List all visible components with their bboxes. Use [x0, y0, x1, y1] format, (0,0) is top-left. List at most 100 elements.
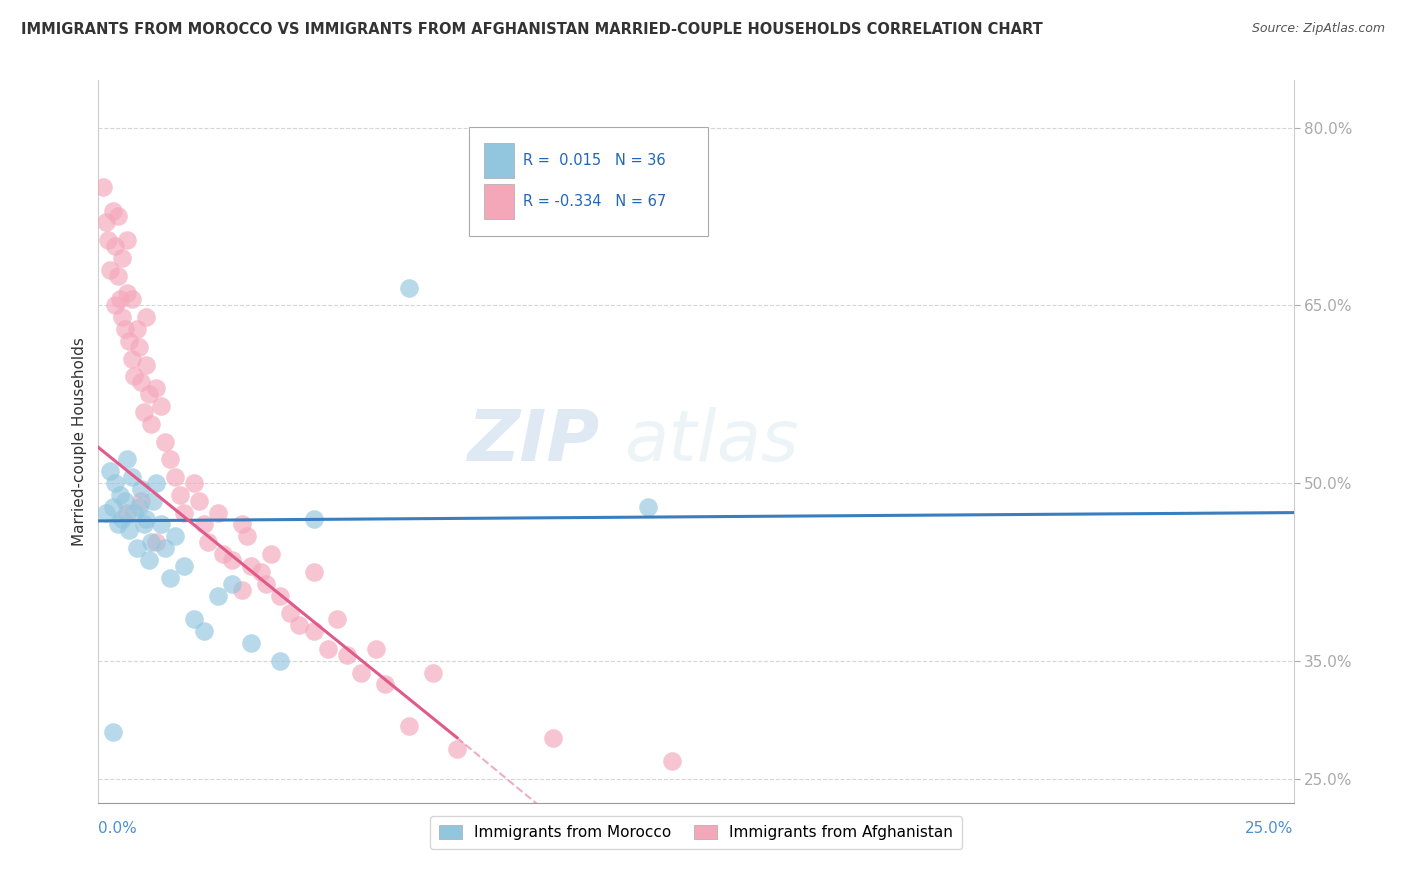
Point: [254, 576, 277, 591]
Y-axis label: Married-couple Households: Married-couple Households: [72, 337, 87, 546]
Point: [118, 334, 141, 348]
Text: 25.0%: 25.0%: [1246, 821, 1294, 836]
Point: [91, 180, 114, 194]
Text: 0.0%: 0.0%: [98, 821, 138, 836]
FancyBboxPatch shape: [470, 128, 709, 235]
Point: [128, 500, 150, 514]
Point: [121, 351, 143, 366]
Point: [269, 654, 291, 668]
Point: [135, 358, 157, 372]
Point: [173, 558, 195, 573]
Point: [118, 524, 141, 538]
Point: [131, 482, 153, 496]
Point: [108, 488, 131, 502]
Point: [128, 340, 150, 354]
Point: [259, 547, 281, 561]
Point: [138, 387, 160, 401]
Point: [101, 724, 124, 739]
Point: [302, 624, 325, 638]
Point: [637, 500, 659, 514]
Point: [121, 293, 143, 307]
Point: [131, 376, 153, 390]
Point: [135, 310, 157, 325]
Point: [288, 618, 311, 632]
Point: [101, 500, 124, 514]
Point: [114, 493, 136, 508]
Point: [107, 268, 129, 283]
Point: [374, 677, 396, 691]
Point: [221, 553, 243, 567]
Point: [541, 731, 564, 745]
Point: [159, 571, 181, 585]
Point: [124, 506, 146, 520]
Point: [269, 589, 291, 603]
Point: [278, 607, 301, 621]
Point: [101, 203, 124, 218]
Point: [163, 470, 186, 484]
Point: [97, 233, 120, 247]
Point: [98, 262, 122, 277]
Point: [446, 742, 468, 756]
Point: [326, 612, 349, 626]
Point: [183, 475, 205, 490]
Point: [94, 215, 117, 229]
Point: [149, 517, 172, 532]
Point: [364, 641, 387, 656]
Point: [104, 239, 127, 253]
Point: [169, 488, 191, 502]
Point: [240, 558, 263, 573]
Point: [187, 493, 209, 508]
Point: [121, 470, 143, 484]
FancyBboxPatch shape: [485, 185, 515, 219]
Point: [155, 434, 177, 449]
Point: [104, 475, 127, 490]
Point: [163, 529, 186, 543]
Point: [336, 648, 359, 662]
Point: [131, 493, 153, 508]
Point: [350, 665, 373, 680]
Point: [104, 298, 127, 312]
Point: [111, 310, 134, 325]
Point: [193, 624, 215, 638]
Text: Source: ZipAtlas.com: Source: ZipAtlas.com: [1251, 22, 1385, 36]
Point: [422, 665, 444, 680]
Point: [149, 399, 172, 413]
Point: [240, 636, 263, 650]
Point: [302, 511, 325, 525]
Point: [661, 755, 683, 769]
Point: [159, 452, 181, 467]
Point: [115, 233, 138, 247]
Point: [145, 381, 167, 395]
Point: [316, 641, 339, 656]
Point: [207, 506, 229, 520]
Point: [221, 576, 243, 591]
Point: [207, 589, 229, 603]
Point: [211, 547, 233, 561]
Text: R =  0.015   N = 36: R = 0.015 N = 36: [523, 153, 665, 168]
Point: [231, 582, 253, 597]
Point: [115, 286, 138, 301]
Point: [139, 417, 162, 431]
Point: [94, 506, 117, 520]
Legend: Immigrants from Morocco, Immigrants from Afghanistan: Immigrants from Morocco, Immigrants from…: [430, 816, 962, 849]
Text: IMMIGRANTS FROM MOROCCO VS IMMIGRANTS FROM AFGHANISTAN MARRIED-COUPLE HOUSEHOLDS: IMMIGRANTS FROM MOROCCO VS IMMIGRANTS FR…: [21, 22, 1043, 37]
Point: [111, 511, 134, 525]
Point: [98, 464, 122, 478]
Point: [173, 506, 195, 520]
FancyBboxPatch shape: [485, 143, 515, 178]
Point: [138, 553, 160, 567]
Point: [115, 506, 138, 520]
Point: [107, 517, 129, 532]
Point: [145, 535, 167, 549]
Point: [107, 210, 129, 224]
Point: [398, 719, 420, 733]
Point: [183, 612, 205, 626]
Text: R = -0.334   N = 67: R = -0.334 N = 67: [523, 194, 666, 209]
Point: [250, 565, 273, 579]
Point: [132, 517, 155, 532]
Point: [135, 511, 157, 525]
Point: [114, 322, 136, 336]
Point: [132, 405, 155, 419]
Point: [155, 541, 177, 556]
Point: [197, 535, 219, 549]
